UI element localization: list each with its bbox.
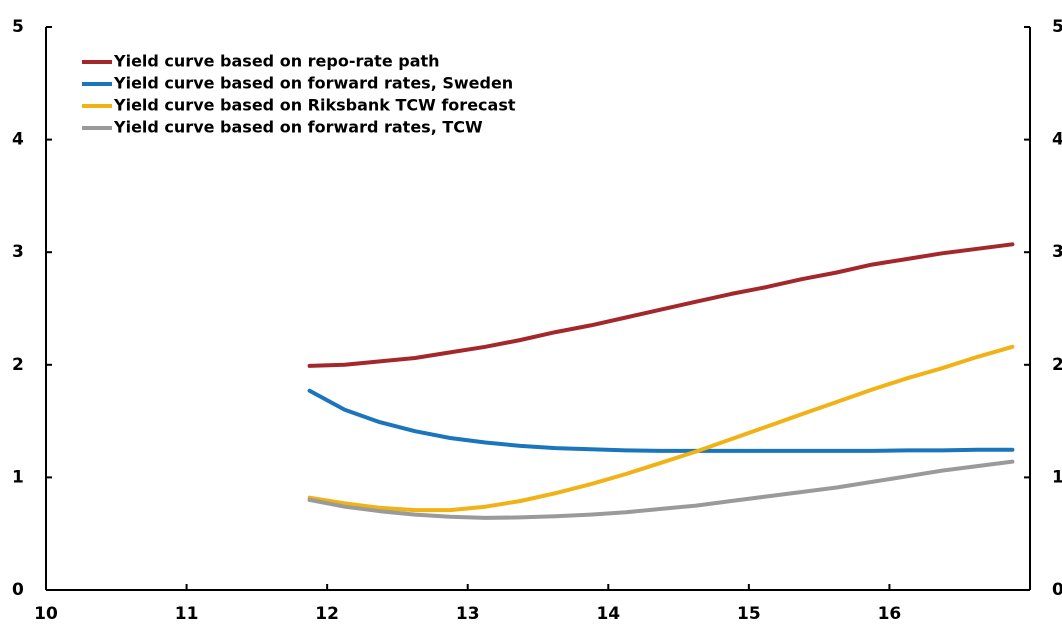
y2-tick-label: 1 (1052, 467, 1062, 487)
series-line (307, 344, 1015, 513)
y-tick-label: 0 (12, 580, 24, 600)
x-tick-label: 12 (315, 604, 339, 624)
x-tick-label: 10 (34, 604, 58, 624)
x-tick-label: 13 (456, 604, 480, 624)
y2-tick-label: 3 (1052, 242, 1062, 262)
x-tick-label: 11 (175, 604, 199, 624)
x-tick-label: 15 (737, 604, 761, 624)
y2-tick-label: 5 (1052, 17, 1062, 37)
y-tick-label: 5 (12, 17, 24, 37)
y-tick-label: 4 (12, 130, 24, 150)
y-tick-label: 2 (12, 355, 24, 375)
y-tick-label: 3 (12, 242, 24, 262)
legend-label: Yield curve based on forward rates, TCW (113, 118, 483, 137)
y2-tick-label: 4 (1052, 130, 1062, 150)
series-line (307, 459, 1015, 520)
y2-tick-label: 0 (1052, 580, 1062, 600)
series-line (307, 388, 1015, 453)
y-tick-label: 1 (12, 467, 24, 487)
series-line (307, 242, 1015, 368)
y2-tick-label: 2 (1052, 355, 1062, 375)
legend-label: Yield curve based on repo-rate path (113, 52, 440, 71)
legend-label: Yield curve based on Riksbank TCW foreca… (113, 96, 516, 115)
x-tick-label: 14 (596, 604, 620, 624)
legend-label: Yield curve based on forward rates, Swed… (113, 74, 513, 93)
x-tick-label: 16 (878, 604, 902, 624)
